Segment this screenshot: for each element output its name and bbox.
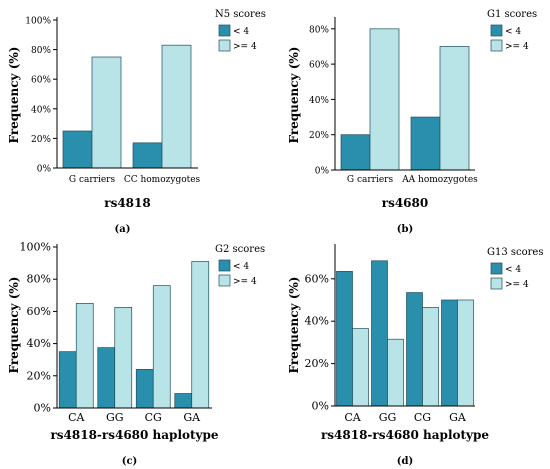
chart-panel-b: G carriers AA homozygotes 0% 20% 40% 60% 80% Fr… xyxy=(287,9,537,235)
x-tick-label: CA xyxy=(344,411,361,424)
y-tick-label: 40% xyxy=(27,337,51,350)
legend-swatch-low xyxy=(218,24,231,37)
x-tick-label: CG xyxy=(414,411,431,424)
x-axis-label: rs4818 xyxy=(104,196,150,210)
panel-label: (c) xyxy=(122,456,138,467)
legend-swatch-high xyxy=(218,39,231,52)
bar-low-2 xyxy=(132,142,163,169)
x-axis-label: rs4818-rs4680 haplotype xyxy=(321,428,489,442)
y-tick-label: 40% xyxy=(305,315,329,328)
y-tick-label: 0% xyxy=(34,402,51,415)
legend-swatch-high xyxy=(490,39,503,52)
legend-swatch-low xyxy=(490,262,503,275)
y-tick-label: 80% xyxy=(31,46,51,56)
legend-swatch-high xyxy=(218,274,231,287)
y-tick-label: 0% xyxy=(37,165,52,175)
x-tick-label: GG xyxy=(106,411,124,424)
y-tick-label: 100% xyxy=(25,17,51,27)
x-axis-label: rs4818-rs4680 haplotype xyxy=(50,428,218,442)
y-tick-label: 20% xyxy=(31,135,51,145)
legend: G13 scores < 4 >= 4 xyxy=(487,247,543,290)
chart-panel-d: CA GG CG GA 0% 20% 40% 60% Frequency (%) rs4818-r… xyxy=(287,244,543,467)
y-tick-label: 20% xyxy=(305,357,329,370)
panel-label: (a) xyxy=(115,224,131,235)
chart-panel-a: G carriers CC homozygotes 0% 20% 40% 60% 80% 10… xyxy=(7,9,266,235)
y-axis-label: Frequency (%) xyxy=(287,47,301,144)
bar-low-1 xyxy=(336,271,353,407)
legend-label: >= 4 xyxy=(233,42,257,52)
legend-label: >= 4 xyxy=(505,280,529,290)
bar-low-3 xyxy=(135,369,154,409)
bar-low-1 xyxy=(340,134,371,171)
y-tick-label: 60% xyxy=(309,61,329,71)
bar-high-4 xyxy=(457,299,474,407)
bar-low-2 xyxy=(410,116,441,171)
y-tick-label: 80% xyxy=(309,25,329,35)
bar-high-4 xyxy=(191,261,210,409)
panel-label: (d) xyxy=(397,456,413,467)
bar-high-2 xyxy=(161,44,192,169)
legend-swatch-low xyxy=(490,24,503,37)
x-tick-label: CG xyxy=(145,411,162,424)
bar-high-2 xyxy=(387,338,404,407)
bar-high-2 xyxy=(114,307,133,409)
y-tick-label: 80% xyxy=(27,273,51,286)
chart-panel-c: CA GG CG GA 0% 20% 40% 60% 80% 100% Frequency (%) r… xyxy=(7,241,265,468)
legend-title: G1 scores xyxy=(487,9,537,20)
x-tick-label: G carriers xyxy=(69,175,116,185)
x-tick-label: GG xyxy=(379,411,397,424)
x-tick-label: CA xyxy=(68,411,85,424)
bar-high-3 xyxy=(422,307,439,407)
bar-low-3 xyxy=(406,292,423,407)
x-tick-label: CC homozygotes xyxy=(124,175,201,185)
bar-high-1 xyxy=(75,303,94,409)
bar-high-1 xyxy=(369,28,400,171)
legend: N5 scores < 4 >= 4 xyxy=(215,9,266,52)
legend-title: G2 scores xyxy=(215,244,265,255)
legend-label: < 4 xyxy=(505,27,521,37)
y-tick-label: 0% xyxy=(315,167,330,177)
y-tick-label: 40% xyxy=(31,105,51,115)
legend-swatch-high xyxy=(490,277,503,290)
legend-title: N5 scores xyxy=(215,9,266,20)
y-tick-label: 60% xyxy=(27,305,51,318)
bar-low-2 xyxy=(97,347,116,409)
y-tick-label: 60% xyxy=(31,76,51,86)
x-tick-label: GA xyxy=(183,411,201,424)
bar-high-2 xyxy=(439,46,470,171)
bar-low-4 xyxy=(174,393,193,409)
legend-label: < 4 xyxy=(233,262,249,272)
bar-low-1 xyxy=(58,351,77,409)
bar-high-1 xyxy=(352,328,369,407)
y-axis-label: Frequency (%) xyxy=(7,277,21,374)
legend: G1 scores < 4 >= 4 xyxy=(487,9,537,52)
y-tick-label: 20% xyxy=(309,131,329,141)
y-tick-label: 40% xyxy=(309,96,329,106)
legend-title: G13 scores xyxy=(487,247,543,258)
bar-high-3 xyxy=(152,285,171,409)
legend-label: < 4 xyxy=(505,265,521,275)
x-tick-label: G carriers xyxy=(347,175,394,185)
y-tick-label: 60% xyxy=(305,272,329,285)
bar-low-2 xyxy=(371,260,388,407)
legend-swatch-low xyxy=(218,259,231,272)
x-tick-label: AA homozygotes xyxy=(401,175,478,185)
x-axis-label: rs4680 xyxy=(382,196,428,210)
legend-label: >= 4 xyxy=(233,277,257,287)
bar-high-1 xyxy=(91,56,122,169)
legend: G2 scores < 4 >= 4 xyxy=(215,244,265,287)
bar-low-4 xyxy=(441,299,458,407)
x-tick-label: GA xyxy=(449,411,467,424)
legend-label: < 4 xyxy=(233,27,249,37)
y-tick-label: 0% xyxy=(312,400,329,413)
legend-label: >= 4 xyxy=(505,42,529,52)
bar-low-1 xyxy=(62,130,93,169)
y-axis-label: Frequency (%) xyxy=(287,277,301,374)
y-tick-label: 20% xyxy=(27,369,51,382)
y-axis-label: Frequency (%) xyxy=(7,47,21,144)
panel-label: (b) xyxy=(397,224,413,235)
y-tick-label: 100% xyxy=(20,241,51,254)
